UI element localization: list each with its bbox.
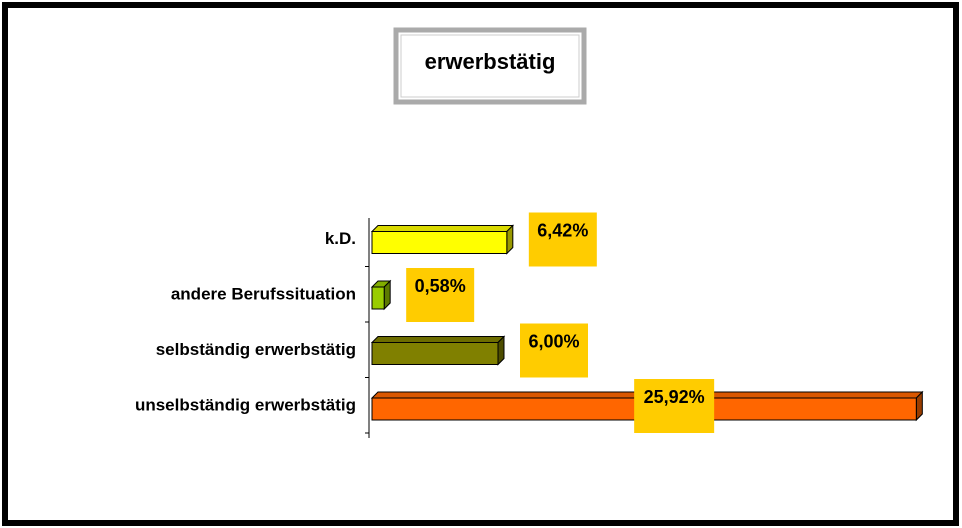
bar-top	[370, 225, 515, 232]
value-label: 6,42%	[537, 220, 588, 240]
value-label: 6,00%	[528, 331, 579, 351]
bar-top	[370, 336, 506, 343]
bar	[371, 231, 508, 254]
bar	[371, 286, 385, 310]
value-label-box	[406, 268, 475, 322]
y-tick-label: selbständig erwerbstätig	[156, 340, 356, 359]
title-box-inner	[400, 34, 580, 98]
y-tick-label: unselbständig erwerbstätig	[135, 395, 356, 414]
y-tick-label: andere Berufssituation	[171, 284, 356, 303]
bar	[371, 342, 499, 365]
value-label: 25,92%	[644, 387, 705, 407]
value-label-box	[520, 323, 588, 378]
value-label-box	[528, 212, 597, 267]
value-label: 0,58%	[415, 276, 466, 296]
value-label-box	[634, 379, 715, 433]
y-tick-label: k.D.	[325, 229, 356, 248]
chart-title: erwerbstätig	[425, 49, 556, 74]
